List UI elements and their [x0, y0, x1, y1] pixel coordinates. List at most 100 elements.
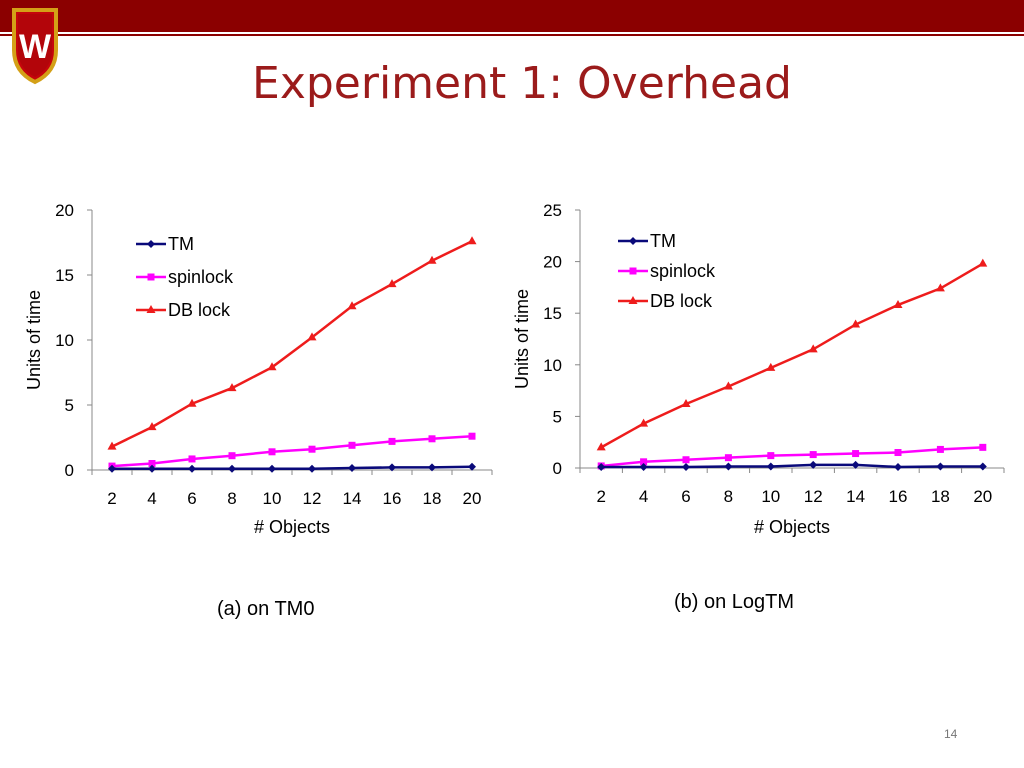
data-point-db-lock: [639, 418, 649, 427]
data-point-tm: [851, 460, 860, 469]
series-line-db-lock: [111, 240, 473, 448]
slide-number: 14: [944, 727, 958, 741]
y-tick-label: 25: [543, 201, 562, 220]
x-tick-label: 4: [639, 487, 648, 506]
x-tick-label: 8: [724, 487, 733, 506]
x-tick-label: 6: [681, 487, 690, 506]
data-point-tm: [268, 464, 276, 473]
header-bar: [0, 0, 1024, 32]
y-tick-label: 15: [55, 266, 74, 285]
data-point-db-lock: [427, 255, 437, 264]
x-axis-label: # Objects: [754, 517, 830, 537]
data-point-spinlock: [936, 445, 944, 453]
x-tick-label: 20: [463, 489, 482, 508]
y-tick-label: 0: [553, 459, 562, 478]
slide-title: Experiment 1: Overhead: [252, 58, 792, 109]
data-point-spinlock: [767, 452, 775, 460]
series-line-tm: [112, 465, 473, 470]
data-point-tm: [682, 462, 690, 471]
data-point-spinlock: [388, 437, 396, 445]
data-point-spinlock: [348, 441, 356, 449]
y-axis-label: Units of time: [24, 290, 44, 390]
data-point-tm: [978, 462, 987, 471]
x-tick-label: 12: [303, 489, 322, 508]
data-point-spinlock: [468, 432, 476, 440]
series-line-tm: [601, 463, 983, 469]
data-point-tm: [936, 462, 945, 471]
x-tick-label: 12: [804, 487, 823, 506]
data-point-spinlock: [852, 450, 860, 458]
data-point-spinlock: [894, 449, 902, 457]
chart-tm0: 0 5 10 15 20 2 4 6 8 10 12 14 16 18 20 # Objects Units o…: [24, 201, 493, 537]
chart-logtm: 0 5 10 15 20 25 2 4 6 8 10 12 14 16 18 20 # Objects Units…: [512, 201, 1005, 537]
x-tick-label: 2: [107, 489, 116, 508]
y-tick-label: 15: [543, 304, 562, 323]
legend-label: TM: [168, 234, 194, 254]
data-point-tm: [724, 462, 733, 471]
data-point-tm: [188, 464, 196, 473]
data-point-db-lock: [935, 283, 945, 292]
data-point-db-lock: [723, 381, 733, 390]
legend-label: DB lock: [168, 300, 231, 320]
series-line-spinlock: [111, 434, 473, 468]
x-tick-label: 10: [263, 489, 282, 508]
caption-tm0: (a) on TM0: [217, 598, 315, 620]
y-tick-label: 10: [55, 331, 74, 350]
data-point-db-lock: [347, 301, 357, 310]
legend-marker: [147, 273, 155, 281]
x-tick-label: 2: [596, 487, 605, 506]
data-point-tm: [388, 463, 396, 472]
data-point-db-lock: [307, 332, 317, 341]
data-point-spinlock: [308, 445, 316, 453]
data-point-spinlock: [188, 455, 196, 463]
legend-label: spinlock: [650, 261, 716, 281]
x-tick-label: 18: [423, 489, 442, 508]
y-tick-label: 20: [543, 253, 562, 272]
x-tick-label: 16: [889, 487, 908, 506]
data-point-db-lock: [681, 399, 691, 408]
data-point-spinlock: [979, 443, 987, 451]
x-tick-label: 4: [147, 489, 156, 508]
data-point-spinlock: [148, 460, 156, 467]
data-point-db-lock: [766, 362, 776, 371]
data-point-tm: [766, 462, 775, 471]
legend-label: TM: [650, 231, 676, 251]
y-tick-label: 0: [65, 461, 74, 480]
data-point-tm: [468, 462, 476, 471]
legend-marker: [628, 296, 638, 304]
x-axis-label: # Objects: [254, 517, 330, 537]
x-tick-label: 14: [846, 487, 865, 506]
data-point-tm: [348, 464, 356, 473]
data-point-spinlock: [724, 454, 732, 462]
data-point-spinlock: [228, 452, 236, 460]
data-point-db-lock: [387, 279, 397, 288]
legend-marker: [629, 237, 637, 245]
data-point-spinlock: [809, 451, 817, 459]
legend-marker: [629, 267, 637, 275]
data-point-db-lock: [267, 362, 277, 371]
legend-label: spinlock: [168, 267, 234, 287]
x-tick-label: 10: [761, 487, 780, 506]
data-point-db-lock: [978, 258, 988, 267]
data-point-db-lock: [893, 299, 903, 308]
data-point-db-lock: [147, 422, 157, 431]
x-tick-label: 18: [931, 487, 950, 506]
data-point-spinlock: [682, 456, 690, 464]
x-tick-label: 16: [383, 489, 402, 508]
data-point-db-lock: [851, 319, 861, 328]
series-line-spinlock: [601, 446, 983, 468]
legend-marker: [146, 305, 156, 313]
data-point-tm: [308, 464, 316, 473]
data-point-tm: [597, 462, 606, 471]
x-tick-label: 8: [227, 489, 236, 508]
data-point-db-lock: [107, 441, 117, 450]
data-point-spinlock: [428, 435, 436, 443]
data-point-spinlock: [268, 448, 276, 456]
data-point-db-lock: [596, 442, 606, 451]
legend-marker: [147, 240, 155, 248]
data-point-tm: [228, 464, 236, 473]
data-point-spinlock: [640, 458, 648, 466]
svg-text:W: W: [19, 28, 52, 66]
data-point-db-lock: [808, 344, 818, 353]
